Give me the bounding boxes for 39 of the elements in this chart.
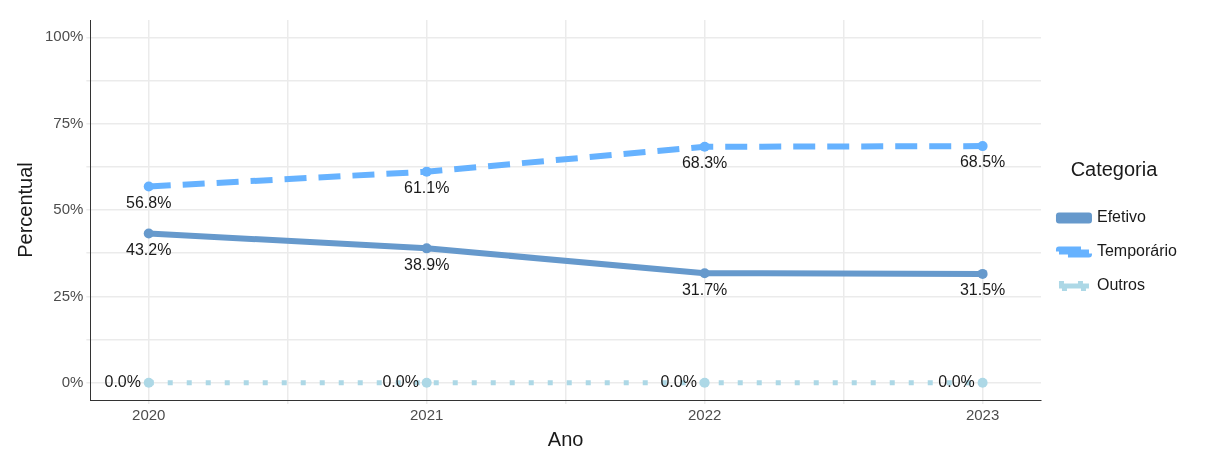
point <box>699 268 710 279</box>
point <box>699 141 710 152</box>
data-label: 43.2% <box>126 240 172 258</box>
point <box>143 228 154 239</box>
data-label: 38.9% <box>404 255 450 273</box>
y-tick-label: 0% <box>61 372 84 390</box>
data-label: 61.1% <box>404 179 450 197</box>
data-label: 31.7% <box>681 280 728 298</box>
data-label: 0.0% <box>938 373 975 391</box>
x-tick-label: 2021 <box>410 406 444 424</box>
y-axis-title: Percentual <box>13 162 36 258</box>
data-label: 56.8% <box>126 193 172 211</box>
data-label: 0.0% <box>660 373 697 391</box>
y-tick-label: 25% <box>53 286 84 304</box>
x-tick-label: 2023 <box>965 406 1000 424</box>
point <box>421 377 432 388</box>
point <box>699 377 710 388</box>
point <box>143 181 154 192</box>
y-tick-label: 50% <box>53 200 84 218</box>
point <box>977 268 988 279</box>
legend-title: Categoria <box>1070 157 1159 180</box>
x-axis-title: Ano <box>547 427 584 450</box>
y-tick-label: 75% <box>53 113 84 131</box>
point <box>421 243 432 254</box>
point <box>977 141 988 152</box>
data-label: 68.3% <box>681 154 728 172</box>
x-tick-label: 2022 <box>687 406 722 424</box>
legend-label: Temporário <box>1096 242 1178 260</box>
data-label: 31.5% <box>959 281 1006 299</box>
x-tick-label: 2020 <box>132 406 166 424</box>
y-tick-label: 100% <box>44 27 84 45</box>
point <box>421 166 432 177</box>
data-label: 0.0% <box>104 373 141 391</box>
point <box>977 377 988 388</box>
data-label: 0.0% <box>382 373 419 391</box>
point <box>143 377 154 388</box>
data-label: 68.5% <box>959 153 1006 171</box>
legend-label: Efetivo <box>1096 208 1146 226</box>
legend-label: Outros <box>1096 276 1145 294</box>
